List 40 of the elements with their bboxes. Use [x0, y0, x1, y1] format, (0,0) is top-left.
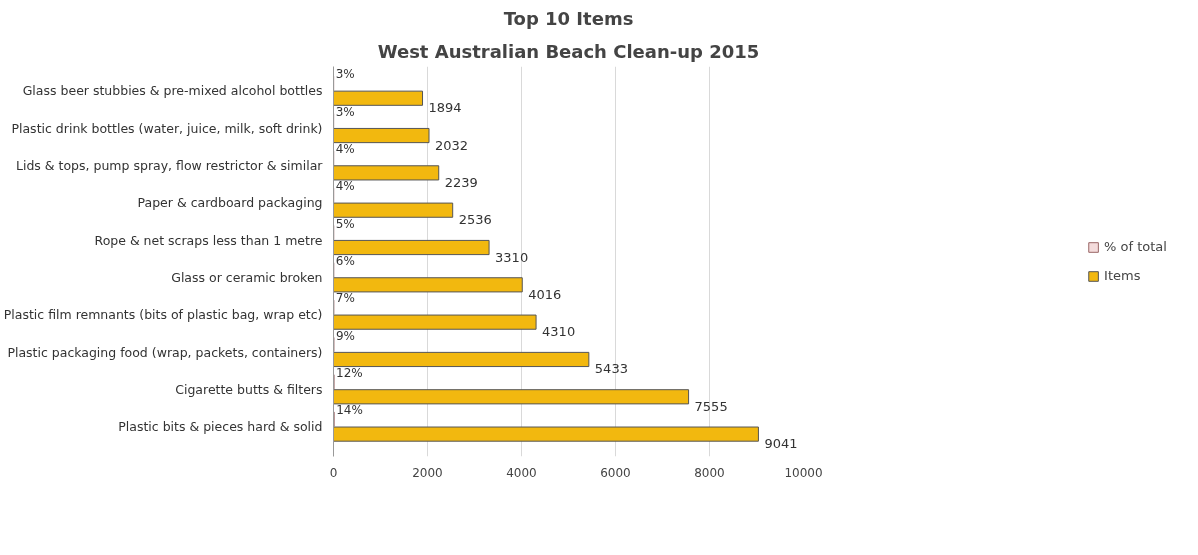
- data-label: 4%: [335, 141, 355, 156]
- data-label: 5433: [594, 361, 628, 377]
- y-tick-label: Plastic packaging food (wrap, packets, containers): [7, 344, 323, 360]
- y-tick-label: Plastic film remnants (bits of plastic bag, wrap etc): [3, 307, 323, 323]
- data-label: 4016: [528, 286, 562, 302]
- x-tick-label: 2000: [412, 465, 443, 480]
- data-label: 7555: [694, 398, 728, 414]
- y-tick-label: Cigarette butts & filters: [175, 381, 323, 397]
- y-tick-label: Lids & tops, pump spray, flow restrictor & similar: [15, 157, 324, 173]
- data-label: 1894: [428, 100, 462, 116]
- data-label: 3310: [495, 249, 529, 265]
- data-label: 12%: [336, 365, 363, 380]
- data-label: 3%: [335, 67, 355, 82]
- x-tick-label: 8000: [694, 465, 725, 480]
- chart-subtitle: West Australian Beach Clean-up 2015: [377, 40, 760, 62]
- data-label: 3%: [335, 104, 355, 119]
- data-label: 2536: [458, 212, 492, 228]
- y-tick-label: Glass beer stubbies & pre-mixed alcohol bottles: [22, 83, 323, 99]
- x-tick-label: 4000: [506, 465, 537, 480]
- legend-label: Items: [1104, 268, 1141, 283]
- x-tick-label: 6000: [600, 465, 631, 480]
- chart-title: Top 10 Items: [503, 7, 634, 29]
- data-label: 14%: [336, 403, 363, 418]
- data-label: 7%: [335, 291, 355, 306]
- data-label: 6%: [335, 253, 355, 268]
- y-tick-label: Paper & cardboard packaging: [137, 195, 323, 211]
- y-tick-label: Rope & net scraps less than 1 metre: [94, 232, 323, 248]
- data-label: 4%: [335, 179, 355, 194]
- data-label: 2032: [435, 137, 469, 153]
- data-label: 9041: [764, 436, 798, 452]
- data-label: 9%: [335, 328, 355, 343]
- x-tick-label: 10000: [784, 465, 823, 480]
- data-label: 5%: [335, 216, 355, 231]
- y-tick-label: Plastic bits & pieces hard & solid: [118, 419, 323, 435]
- y-tick-label: Plastic drink bottles (water, juice, milk, soft drink): [11, 120, 323, 136]
- x-tick-label: 0: [329, 465, 338, 480]
- data-label: 4310: [542, 324, 576, 340]
- legend-label: % of total: [1104, 239, 1167, 254]
- data-label: 2239: [444, 174, 478, 190]
- y-tick-label: Glass or ceramic broken: [171, 269, 323, 285]
